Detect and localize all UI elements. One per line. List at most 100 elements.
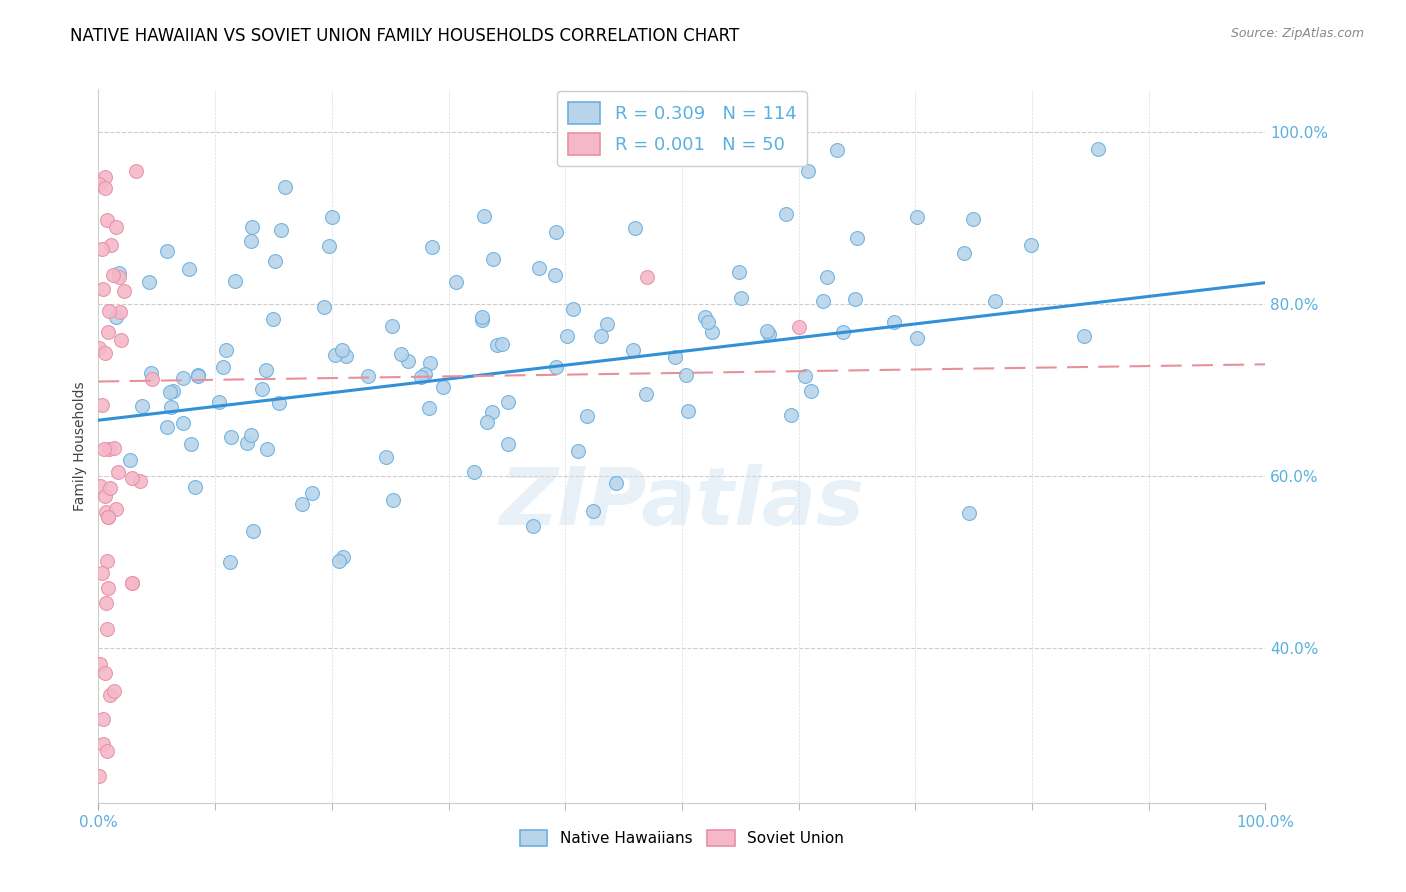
Point bbox=[90, 566, 112, 581]
Point bbox=[314, 300, 336, 314]
Point bbox=[250, 382, 273, 396]
Point bbox=[844, 292, 866, 306]
Point bbox=[693, 310, 716, 324]
Point bbox=[675, 368, 697, 382]
Point bbox=[1087, 142, 1109, 156]
Point bbox=[793, 368, 815, 383]
Point bbox=[262, 312, 284, 326]
Point bbox=[697, 315, 720, 329]
Point bbox=[496, 436, 519, 450]
Point bbox=[187, 368, 209, 382]
Point bbox=[905, 210, 928, 224]
Point bbox=[700, 325, 723, 339]
Point bbox=[208, 395, 231, 409]
Point bbox=[112, 284, 135, 298]
Point bbox=[831, 326, 853, 340]
Point bbox=[636, 269, 658, 284]
Point bbox=[727, 265, 749, 279]
Point bbox=[91, 242, 114, 256]
Point bbox=[409, 370, 432, 384]
Point bbox=[240, 219, 263, 234]
Point bbox=[103, 441, 125, 455]
Point bbox=[120, 453, 142, 467]
Point bbox=[471, 313, 494, 327]
Point bbox=[105, 220, 128, 235]
Point bbox=[432, 380, 454, 394]
Point bbox=[184, 479, 207, 493]
Point bbox=[596, 317, 619, 331]
Point bbox=[156, 244, 179, 258]
Point bbox=[799, 384, 821, 399]
Point bbox=[110, 333, 132, 347]
Point bbox=[1073, 328, 1095, 343]
Point bbox=[96, 509, 118, 524]
Point bbox=[845, 231, 868, 245]
Point bbox=[634, 386, 657, 401]
Point bbox=[396, 354, 419, 368]
Point bbox=[623, 343, 645, 358]
Point bbox=[131, 399, 153, 413]
Point bbox=[418, 401, 440, 415]
Point bbox=[815, 270, 838, 285]
Point bbox=[270, 223, 292, 237]
Y-axis label: Family Households: Family Households bbox=[73, 381, 87, 511]
Point bbox=[91, 282, 114, 296]
Point bbox=[957, 506, 980, 520]
Point bbox=[94, 596, 117, 610]
Point bbox=[219, 555, 242, 569]
Point bbox=[582, 504, 605, 518]
Point bbox=[91, 737, 114, 751]
Point bbox=[121, 471, 143, 485]
Point bbox=[94, 170, 117, 185]
Point bbox=[769, 144, 792, 158]
Point bbox=[98, 688, 121, 702]
Point bbox=[557, 328, 579, 343]
Point bbox=[291, 497, 314, 511]
Point bbox=[212, 360, 235, 375]
Legend: Native Hawaiians, Soviet Union: Native Hawaiians, Soviet Union bbox=[513, 824, 851, 852]
Point bbox=[97, 509, 120, 524]
Point bbox=[96, 554, 118, 568]
Point bbox=[522, 519, 544, 533]
Point bbox=[179, 261, 201, 276]
Point bbox=[1019, 237, 1042, 252]
Point bbox=[444, 276, 467, 290]
Point bbox=[730, 291, 752, 305]
Point bbox=[605, 476, 627, 491]
Point bbox=[953, 246, 976, 260]
Point bbox=[332, 550, 354, 565]
Point bbox=[105, 502, 128, 516]
Point bbox=[93, 442, 115, 457]
Point bbox=[485, 338, 508, 352]
Point bbox=[172, 417, 194, 431]
Point bbox=[962, 212, 984, 227]
Point bbox=[755, 324, 778, 338]
Point bbox=[94, 489, 117, 503]
Point bbox=[811, 294, 834, 309]
Point bbox=[562, 301, 585, 316]
Point bbox=[323, 348, 346, 362]
Point bbox=[330, 343, 353, 357]
Point bbox=[389, 347, 412, 361]
Point bbox=[254, 363, 277, 377]
Point bbox=[567, 444, 589, 458]
Point bbox=[97, 582, 120, 596]
Point bbox=[775, 207, 797, 221]
Point bbox=[335, 349, 357, 363]
Point bbox=[544, 268, 567, 282]
Point bbox=[100, 237, 122, 252]
Point bbox=[98, 442, 121, 456]
Point bbox=[758, 326, 780, 341]
Point bbox=[103, 684, 125, 698]
Text: NATIVE HAWAIIAN VS SOVIET UNION FAMILY HOUSEHOLDS CORRELATION CHART: NATIVE HAWAIIAN VS SOVIET UNION FAMILY H… bbox=[70, 27, 740, 45]
Point bbox=[475, 416, 498, 430]
Point bbox=[273, 179, 295, 194]
Point bbox=[256, 442, 278, 457]
Point bbox=[93, 346, 115, 360]
Point bbox=[575, 409, 598, 423]
Point bbox=[172, 371, 194, 385]
Point bbox=[624, 221, 647, 235]
Point bbox=[89, 342, 111, 356]
Point bbox=[470, 310, 492, 324]
Point bbox=[87, 177, 110, 191]
